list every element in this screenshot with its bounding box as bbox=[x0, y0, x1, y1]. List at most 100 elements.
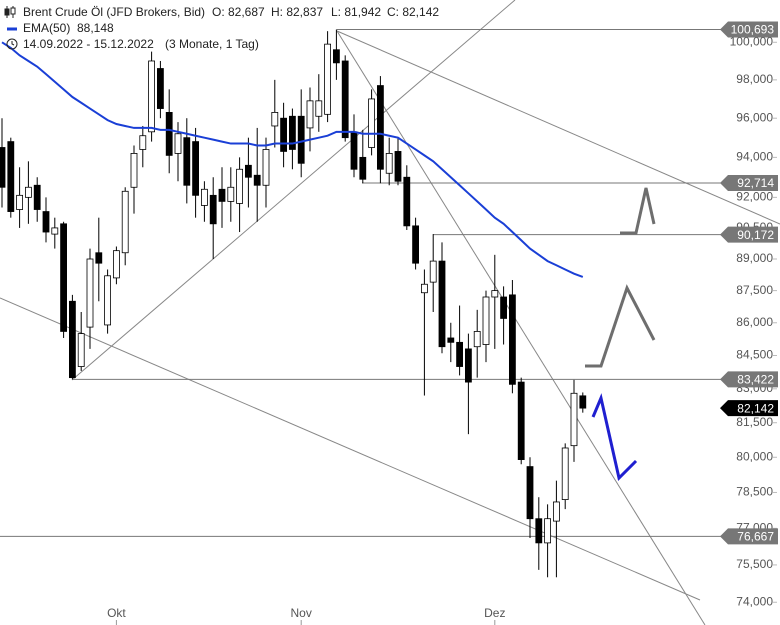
candle-body bbox=[33, 184, 41, 210]
candle-body bbox=[561, 447, 569, 500]
candle-body bbox=[262, 149, 270, 186]
candle-body bbox=[473, 331, 481, 348]
candle-body bbox=[200, 188, 208, 206]
y-tick-label: 80,000 bbox=[736, 449, 773, 463]
candle-body bbox=[315, 100, 323, 117]
y-tick-label: 100,000 bbox=[730, 34, 774, 48]
level-label: 90,172 bbox=[737, 228, 774, 242]
candle-body bbox=[16, 194, 24, 210]
candle-body bbox=[42, 211, 50, 233]
candle-body bbox=[77, 333, 85, 367]
y-tick-label: 94,000 bbox=[736, 150, 773, 164]
clock-icon bbox=[6, 38, 18, 50]
candle-body bbox=[104, 275, 111, 326]
candle-body bbox=[288, 115, 296, 150]
candle-body bbox=[306, 100, 314, 129]
candle-body bbox=[148, 60, 156, 133]
candle-body bbox=[447, 337, 455, 343]
candle-body bbox=[280, 117, 288, 152]
candle-body bbox=[508, 294, 516, 385]
candle-body bbox=[156, 68, 164, 109]
y-tick-label: 84,500 bbox=[736, 348, 773, 362]
plot: 74,00075,50077,00078,50080,00081,50083,0… bbox=[0, 21, 778, 625]
level-box bbox=[720, 226, 778, 243]
candle-body bbox=[244, 164, 252, 178]
level-label: 92,714 bbox=[737, 176, 774, 190]
level-label: 100,693 bbox=[731, 23, 775, 37]
level-box bbox=[720, 371, 778, 388]
y-tick-label: 92,000 bbox=[736, 190, 773, 204]
level-label: 83,422 bbox=[737, 373, 774, 387]
candle-body bbox=[500, 296, 508, 319]
y-tick-label: 98,000 bbox=[736, 72, 773, 86]
level-box bbox=[720, 528, 778, 545]
trend-line bbox=[0, 297, 701, 601]
ema-legend-value: 88,148 bbox=[77, 21, 114, 35]
candle-body bbox=[113, 250, 120, 279]
level-label: 76,667 bbox=[737, 530, 774, 544]
candle-body bbox=[491, 290, 499, 298]
candle-body bbox=[227, 186, 235, 202]
candle-body bbox=[297, 115, 305, 164]
candle-body bbox=[0, 147, 6, 188]
y-tick-label: 96,000 bbox=[736, 110, 773, 124]
trend-line bbox=[336, 30, 706, 625]
candle-body bbox=[482, 296, 490, 345]
candle-body bbox=[517, 381, 525, 460]
candle-body bbox=[139, 135, 147, 150]
projections bbox=[585, 187, 656, 481]
candle-body bbox=[174, 133, 182, 154]
candle-body bbox=[420, 283, 428, 294]
candle-body bbox=[130, 153, 138, 188]
candle-body bbox=[464, 348, 472, 383]
legend-title: Brent Crude Öl (JFD Brokers, Bid) bbox=[23, 5, 205, 19]
candle-body bbox=[218, 188, 226, 202]
y-tick-label: 81,500 bbox=[736, 415, 773, 429]
candle-body bbox=[253, 174, 261, 186]
last-price-box bbox=[720, 400, 778, 417]
y-tick-label: 78,500 bbox=[736, 485, 773, 499]
candle-body bbox=[192, 141, 200, 196]
candle-body bbox=[526, 466, 534, 520]
trend-line bbox=[71, 0, 516, 381]
legend: Brent Crude Öl (JFD Brokers, Bid) O: 82,… bbox=[4, 5, 439, 51]
ohlc-open: O: 82,687 bbox=[212, 5, 265, 19]
candle-body bbox=[570, 392, 578, 447]
ema-line bbox=[1, 41, 584, 278]
candle-icon bbox=[4, 6, 16, 18]
candle-body bbox=[121, 190, 129, 254]
y-tick-label: 74,000 bbox=[736, 594, 773, 608]
y-tick-label: 75,500 bbox=[736, 557, 773, 571]
candle-body bbox=[544, 518, 551, 544]
candle-body bbox=[394, 151, 402, 182]
candle-body bbox=[412, 225, 420, 264]
candle-body bbox=[7, 141, 15, 212]
candle-body bbox=[86, 258, 94, 328]
x-tick-label: Okt bbox=[107, 606, 126, 620]
x-tick-label: Nov bbox=[291, 606, 312, 620]
period-note: (3 Monate, 1 Tag) bbox=[165, 37, 259, 51]
candle-body bbox=[553, 501, 560, 522]
level-box bbox=[720, 21, 778, 38]
projection-arrow bbox=[591, 393, 638, 481]
candle-body bbox=[183, 137, 191, 186]
candle-body bbox=[376, 85, 384, 170]
candle-body bbox=[332, 49, 340, 64]
candle-body bbox=[456, 341, 464, 367]
candle-body bbox=[95, 252, 103, 264]
candle-body bbox=[579, 395, 587, 409]
y-tick-label: 86,000 bbox=[736, 315, 773, 329]
candle-body bbox=[236, 168, 244, 204]
candle-body bbox=[24, 186, 32, 198]
candle-body bbox=[403, 176, 411, 227]
candle-body bbox=[368, 98, 376, 148]
candle-body bbox=[535, 518, 543, 544]
candle-body bbox=[51, 227, 59, 235]
period: 14.09.2022 - 15.12.2022 bbox=[23, 37, 154, 51]
candle-body bbox=[350, 131, 358, 170]
trend-line bbox=[336, 30, 780, 225]
candle-body bbox=[438, 260, 446, 348]
candle-body bbox=[69, 300, 76, 379]
